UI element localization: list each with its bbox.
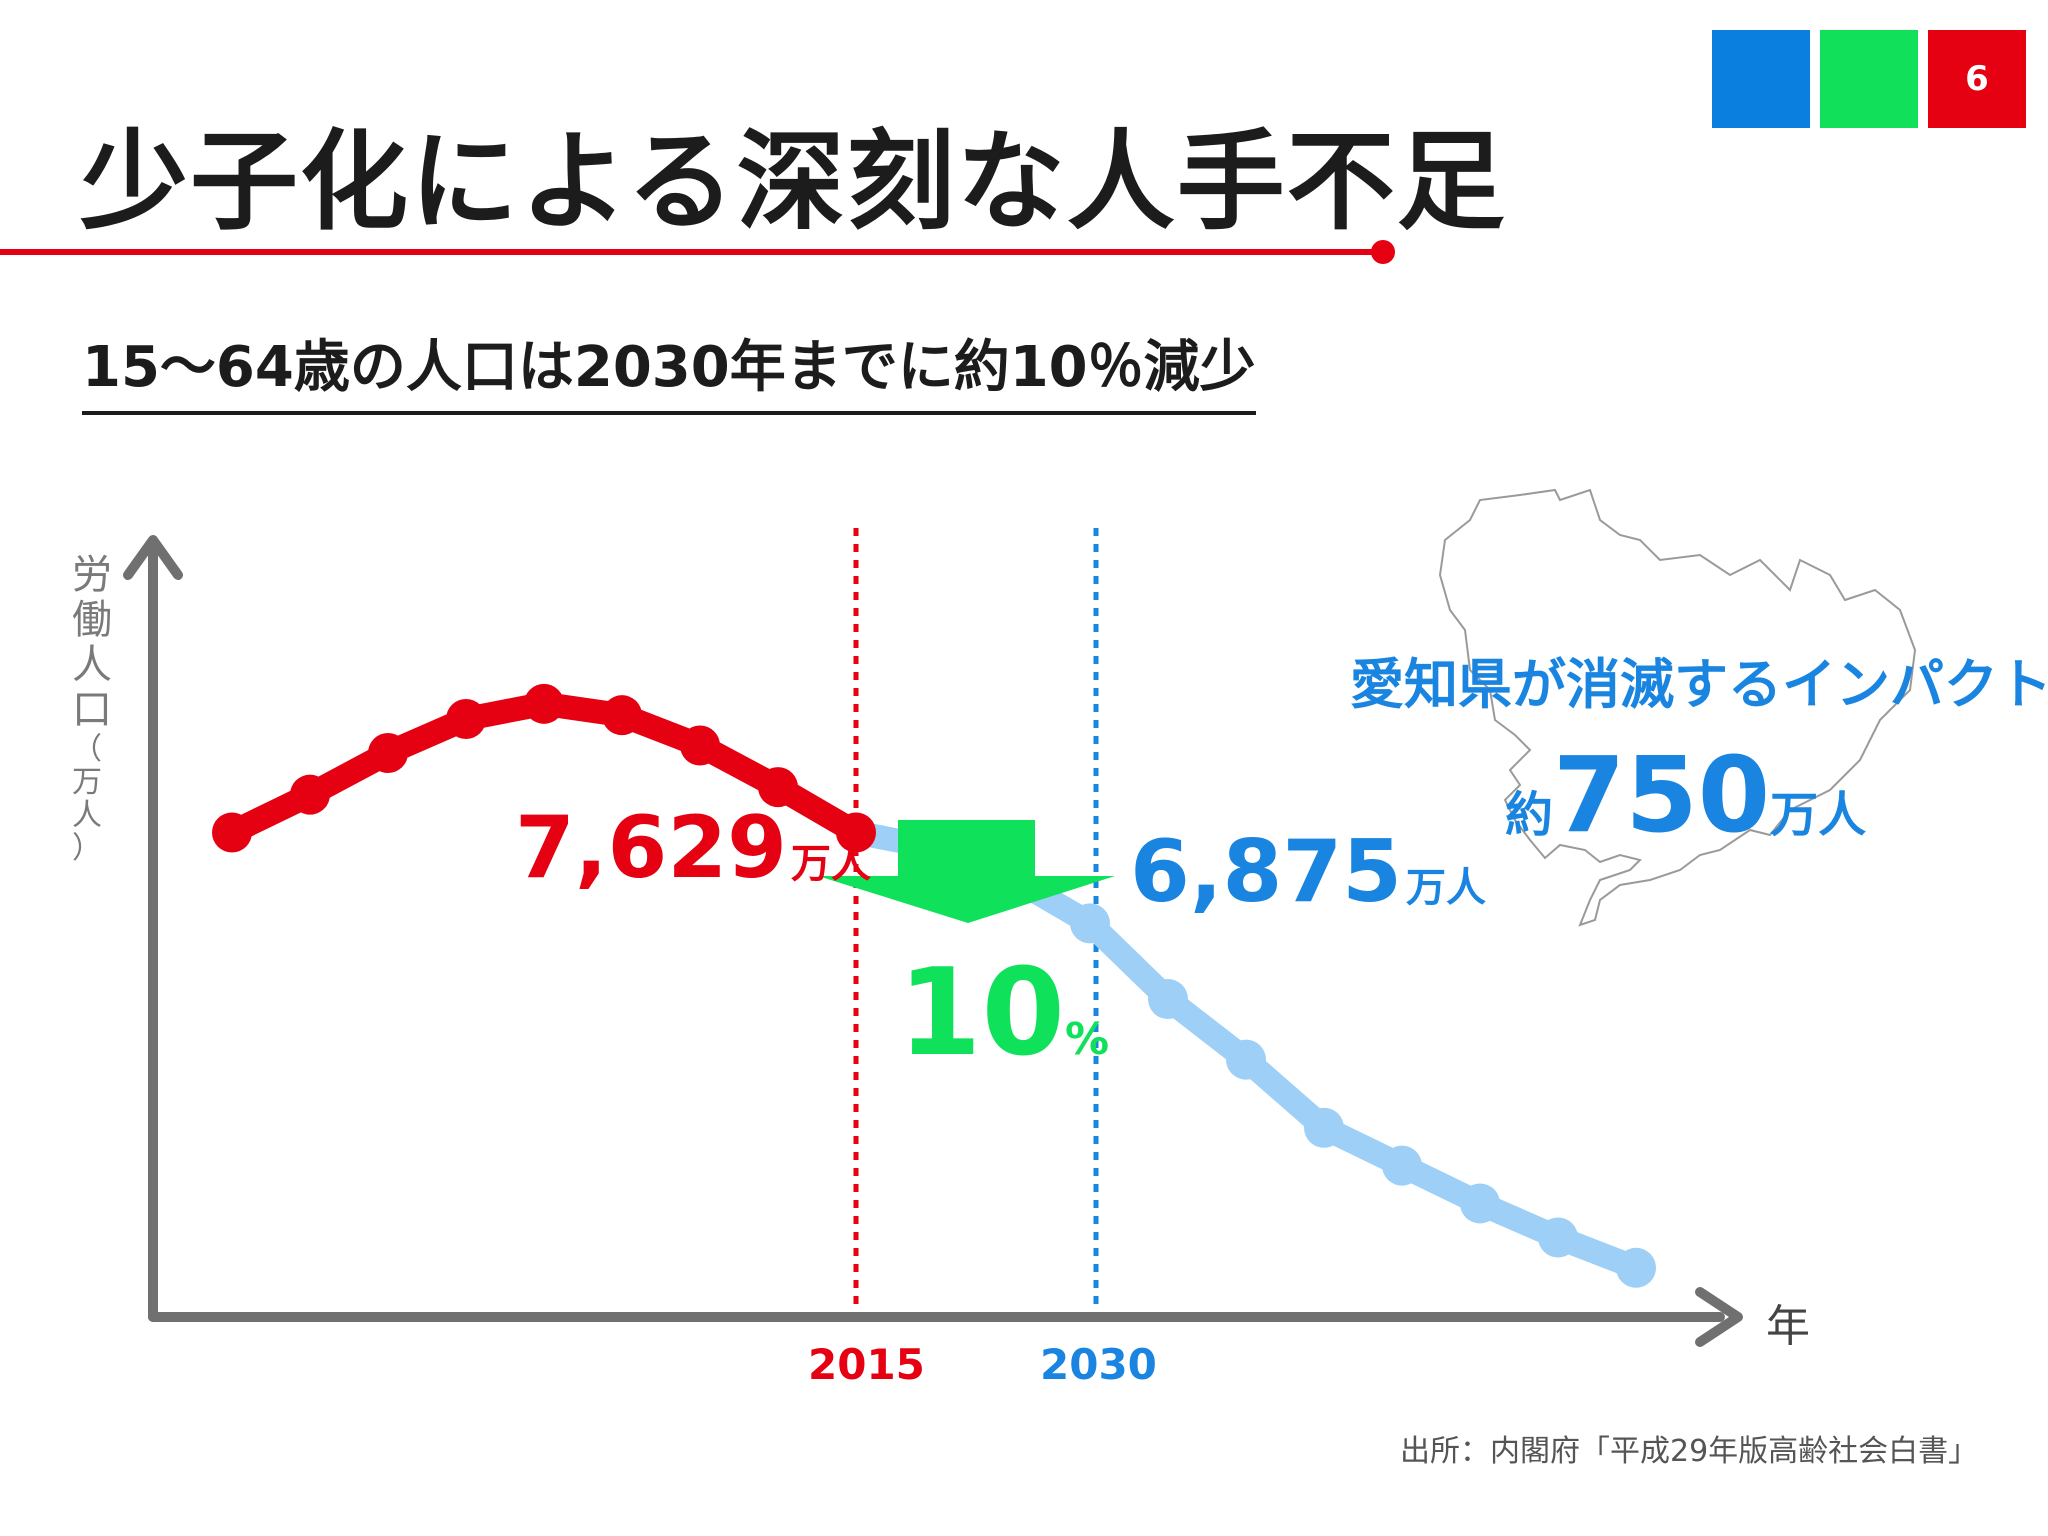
subtitle: 15〜64歳の人口は2030年までに約10％減少 (82, 322, 1256, 415)
corner-square-green (1820, 30, 1918, 128)
projected-series-point (1460, 1183, 1500, 1224)
title-underline-dot (1371, 240, 1395, 264)
actual-series-point (836, 812, 876, 853)
actual-series-point (758, 767, 798, 808)
value-2030: 6,875 万人 (1130, 822, 1486, 922)
actual-series-point (524, 683, 564, 724)
actual-series-point (212, 812, 252, 853)
y-axis-label-char: 万 (72, 765, 102, 800)
aichi-map-outline (1438, 488, 1917, 927)
corner-square-blue (1712, 30, 1810, 128)
y-axis-label-char: ） (72, 831, 102, 866)
source-note: 出所：内閣府「平成29年版高齢社会白書」 (1400, 1434, 1979, 1469)
impact-prefix: 約 (1505, 787, 1554, 843)
projected-series-point (1226, 1039, 1266, 1080)
y-axis-arrowhead (123, 535, 183, 580)
actual-series-point (602, 695, 642, 736)
y-axis-label-char: 人 (72, 798, 102, 833)
actual-series-point (290, 774, 330, 815)
decrease-percent: 10% (898, 944, 1109, 1083)
impact-value: 約750万人 (1505, 734, 1866, 856)
value-2030-unit: 万人 (1406, 865, 1487, 911)
impact-number: 750 (1553, 734, 1771, 856)
impact-unit: 万人 (1770, 787, 1867, 843)
y-axis-label-char: 口 (72, 687, 112, 733)
projected-series-point (1538, 1217, 1578, 1258)
projected-series-point (1070, 903, 1110, 944)
page-number: 6 (1928, 30, 2026, 128)
decrease-unit: % (1065, 1014, 1110, 1065)
decrease-arrow (818, 820, 1115, 923)
x-axis-label: 年 (1766, 1301, 1810, 1352)
decrease-number: 10 (898, 944, 1065, 1083)
projected-series-point (1382, 1145, 1422, 1186)
value-2030-number: 6,875 (1130, 822, 1403, 922)
y-axis-label-char: （ (72, 732, 102, 767)
actual-series-point (368, 733, 408, 774)
axes (123, 535, 1743, 1347)
impact-title: 愛知県が消滅するインパクト (1350, 653, 2048, 716)
y-axis-label-char: 人 (72, 642, 112, 688)
x-axis-arrowhead (1695, 1287, 1743, 1347)
projected-series-point (1304, 1107, 1344, 1148)
page-title: 少子化による深刻な人手不足 (80, 120, 1507, 245)
year-label-2030: 2030 (1040, 1340, 1157, 1389)
y-axis-label-char: 働 (72, 597, 112, 643)
value-2015-unit: 万人 (791, 841, 872, 887)
y-axis-label-char: 労 (72, 552, 112, 598)
year-label-2015: 2015 (808, 1340, 925, 1389)
value-2015: 7,629 万人 (515, 798, 871, 898)
actual-series-point (680, 725, 720, 766)
actual-series-point (446, 698, 486, 739)
projected-series-point (1148, 979, 1188, 1020)
projected-series-point (1616, 1247, 1656, 1288)
title-underline (0, 249, 1386, 255)
value-2015-number: 7,629 (515, 798, 788, 898)
